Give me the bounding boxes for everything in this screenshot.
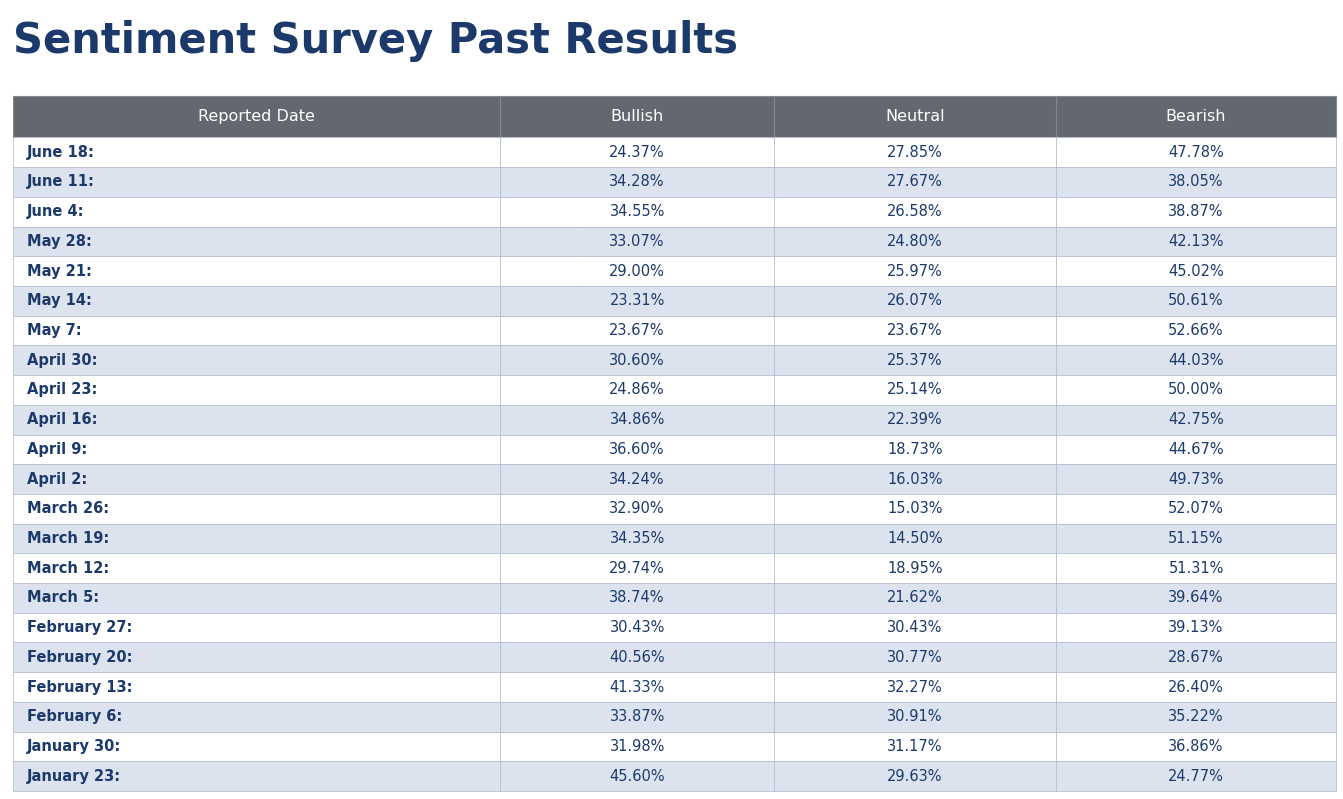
Text: April 16:: April 16:: [27, 412, 97, 427]
Text: 29.74%: 29.74%: [610, 561, 665, 576]
Text: 39.13%: 39.13%: [1168, 620, 1223, 635]
Text: February 20:: February 20:: [27, 650, 133, 665]
Text: January 30:: January 30:: [27, 739, 121, 754]
Text: 50.61%: 50.61%: [1168, 293, 1223, 308]
Text: 38.05%: 38.05%: [1168, 174, 1223, 189]
Text: 31.17%: 31.17%: [888, 739, 943, 754]
Text: March 5:: March 5:: [27, 590, 99, 606]
Text: 35.22%: 35.22%: [1168, 710, 1223, 724]
Text: 30.43%: 30.43%: [888, 620, 943, 635]
Text: April 30:: April 30:: [27, 352, 97, 368]
Text: 30.77%: 30.77%: [888, 650, 943, 665]
Text: 24.80%: 24.80%: [888, 234, 943, 249]
Text: 18.95%: 18.95%: [888, 561, 943, 576]
Text: 36.86%: 36.86%: [1168, 739, 1223, 754]
Text: 51.15%: 51.15%: [1168, 531, 1223, 546]
Text: 26.40%: 26.40%: [1168, 679, 1223, 694]
Text: 30.60%: 30.60%: [610, 352, 665, 368]
Text: 44.03%: 44.03%: [1168, 352, 1223, 368]
Text: 45.60%: 45.60%: [610, 769, 665, 784]
Text: 34.24%: 34.24%: [610, 471, 665, 487]
Text: Sentiment Survey Past Results: Sentiment Survey Past Results: [13, 20, 739, 62]
Text: June 4:: June 4:: [27, 205, 85, 219]
Text: 30.91%: 30.91%: [888, 710, 943, 724]
Text: 33.07%: 33.07%: [610, 234, 665, 249]
Text: 21.62%: 21.62%: [888, 590, 943, 606]
Text: 42.75%: 42.75%: [1168, 412, 1223, 427]
Text: April 9:: April 9:: [27, 442, 87, 457]
Text: 29.00%: 29.00%: [610, 264, 665, 279]
Text: Neutral: Neutral: [885, 109, 944, 124]
Text: May 28:: May 28:: [27, 234, 91, 249]
Text: 26.58%: 26.58%: [888, 205, 943, 219]
Text: 25.14%: 25.14%: [888, 383, 943, 397]
Text: 32.27%: 32.27%: [888, 679, 943, 694]
Text: 34.55%: 34.55%: [610, 205, 665, 219]
Text: 24.37%: 24.37%: [610, 145, 665, 160]
Text: 24.86%: 24.86%: [610, 383, 665, 397]
Text: 29.63%: 29.63%: [888, 769, 943, 784]
Text: 50.00%: 50.00%: [1168, 383, 1223, 397]
Text: 22.39%: 22.39%: [888, 412, 943, 427]
Text: 23.31%: 23.31%: [610, 293, 665, 308]
Text: June 11:: June 11:: [27, 174, 95, 189]
Text: 34.28%: 34.28%: [610, 174, 665, 189]
Text: 45.02%: 45.02%: [1168, 264, 1223, 279]
Text: May 21:: May 21:: [27, 264, 91, 279]
Text: February 6:: February 6:: [27, 710, 122, 724]
Text: 28.67%: 28.67%: [1168, 650, 1223, 665]
Text: 24.77%: 24.77%: [1168, 769, 1223, 784]
Text: March 19:: March 19:: [27, 531, 109, 546]
Text: 39.64%: 39.64%: [1168, 590, 1223, 606]
Text: June 18:: June 18:: [27, 145, 95, 160]
Text: 18.73%: 18.73%: [888, 442, 943, 457]
Text: 15.03%: 15.03%: [888, 501, 943, 516]
Text: 36.60%: 36.60%: [610, 442, 665, 457]
Text: 34.86%: 34.86%: [610, 412, 665, 427]
Text: 25.97%: 25.97%: [888, 264, 943, 279]
Text: 31.98%: 31.98%: [610, 739, 665, 754]
Text: 32.90%: 32.90%: [610, 501, 665, 516]
Text: 33.87%: 33.87%: [610, 710, 665, 724]
Text: 27.85%: 27.85%: [888, 145, 943, 160]
Text: 23.67%: 23.67%: [610, 323, 665, 338]
Text: 41.33%: 41.33%: [610, 679, 665, 694]
Text: 42.13%: 42.13%: [1168, 234, 1223, 249]
Text: 47.78%: 47.78%: [1168, 145, 1223, 160]
Text: 40.56%: 40.56%: [610, 650, 665, 665]
Text: 52.07%: 52.07%: [1168, 501, 1223, 516]
Text: Bearish: Bearish: [1166, 109, 1226, 124]
Text: 52.66%: 52.66%: [1168, 323, 1223, 338]
Text: Bullish: Bullish: [611, 109, 663, 124]
Text: 23.67%: 23.67%: [888, 323, 943, 338]
Text: 30.43%: 30.43%: [610, 620, 665, 635]
Text: 16.03%: 16.03%: [888, 471, 943, 487]
Text: 14.50%: 14.50%: [888, 531, 943, 546]
Text: 49.73%: 49.73%: [1168, 471, 1223, 487]
Text: May 14:: May 14:: [27, 293, 91, 308]
Text: 44.67%: 44.67%: [1168, 442, 1223, 457]
Text: 25.37%: 25.37%: [888, 352, 943, 368]
Text: February 13:: February 13:: [27, 679, 133, 694]
Text: March 26:: March 26:: [27, 501, 109, 516]
Text: Reported Date: Reported Date: [199, 109, 316, 124]
Text: May 7:: May 7:: [27, 323, 82, 338]
Text: January 23:: January 23:: [27, 769, 121, 784]
Text: February 27:: February 27:: [27, 620, 132, 635]
Text: 34.35%: 34.35%: [610, 531, 665, 546]
Text: 51.31%: 51.31%: [1168, 561, 1223, 576]
Text: 27.67%: 27.67%: [886, 174, 943, 189]
Text: 38.87%: 38.87%: [1168, 205, 1223, 219]
Text: April 23:: April 23:: [27, 383, 97, 397]
Text: 26.07%: 26.07%: [886, 293, 943, 308]
Text: March 12:: March 12:: [27, 561, 109, 576]
Text: April 2:: April 2:: [27, 471, 87, 487]
Text: 38.74%: 38.74%: [610, 590, 665, 606]
